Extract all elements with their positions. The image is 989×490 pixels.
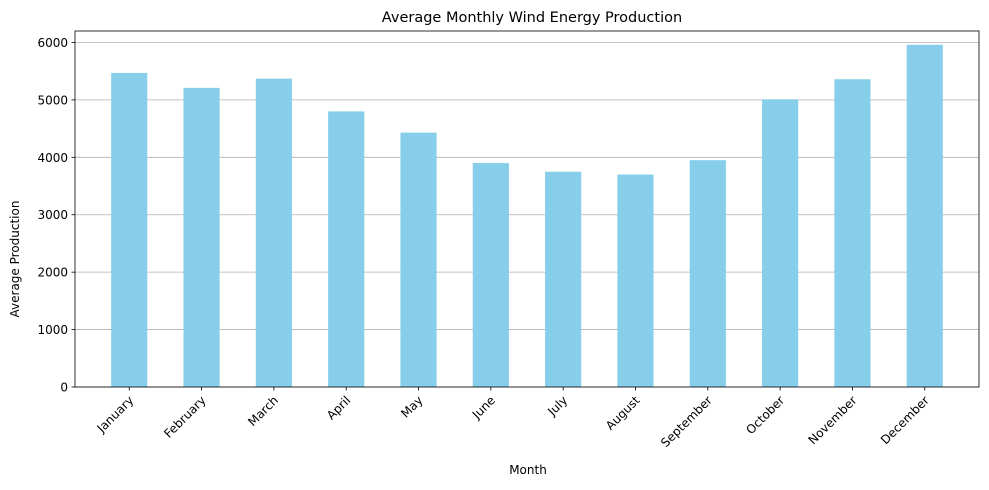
y-axis-label: Average Production xyxy=(8,201,22,318)
y-tick-label: 4000 xyxy=(37,151,68,165)
x-axis-label: Month xyxy=(509,463,547,477)
x-tick-label: February xyxy=(161,393,209,441)
y-ticks: 0 1000 2000 3000 4000 5000 6000 xyxy=(37,36,75,395)
x-ticks: January February March April May June July Augu… xyxy=(94,387,932,450)
chart-title: Average Monthly Wind Energy Production xyxy=(382,10,682,26)
x-tick-label: December xyxy=(878,393,932,447)
x-tick-label: November xyxy=(806,393,860,447)
bar-august xyxy=(617,174,654,387)
bar-november xyxy=(834,79,871,387)
bar-july xyxy=(545,171,582,387)
x-tick-label: March xyxy=(245,393,281,429)
x-tick-label: June xyxy=(469,393,498,422)
x-tick-label: July xyxy=(544,393,570,419)
bar-october xyxy=(762,99,799,387)
bar-february xyxy=(183,87,220,388)
bar-march xyxy=(255,78,292,387)
axes xyxy=(74,30,980,388)
bar-december xyxy=(906,44,943,388)
bar-june xyxy=(472,163,509,387)
bar-may xyxy=(400,132,437,387)
plot-frame xyxy=(74,30,980,388)
x-tick-label: August xyxy=(603,393,643,433)
y-tick-label: 3000 xyxy=(37,208,68,222)
y-tick-label: 5000 xyxy=(37,93,68,107)
y-tick-label: 2000 xyxy=(37,266,68,280)
x-tick-label: September xyxy=(658,393,715,450)
x-tick-label: January xyxy=(94,393,137,436)
y-tick-label: 0 xyxy=(60,381,68,395)
bar-april xyxy=(328,111,365,388)
y-tick-label: 6000 xyxy=(37,36,68,50)
bars xyxy=(111,44,943,388)
x-tick-label: April xyxy=(324,393,353,422)
bar-january xyxy=(111,72,148,387)
x-tick-label: October xyxy=(743,393,787,437)
y-tick-label: 1000 xyxy=(37,323,68,337)
gridlines xyxy=(75,42,979,388)
x-tick-label: May xyxy=(398,393,425,420)
bar-september xyxy=(689,160,726,387)
